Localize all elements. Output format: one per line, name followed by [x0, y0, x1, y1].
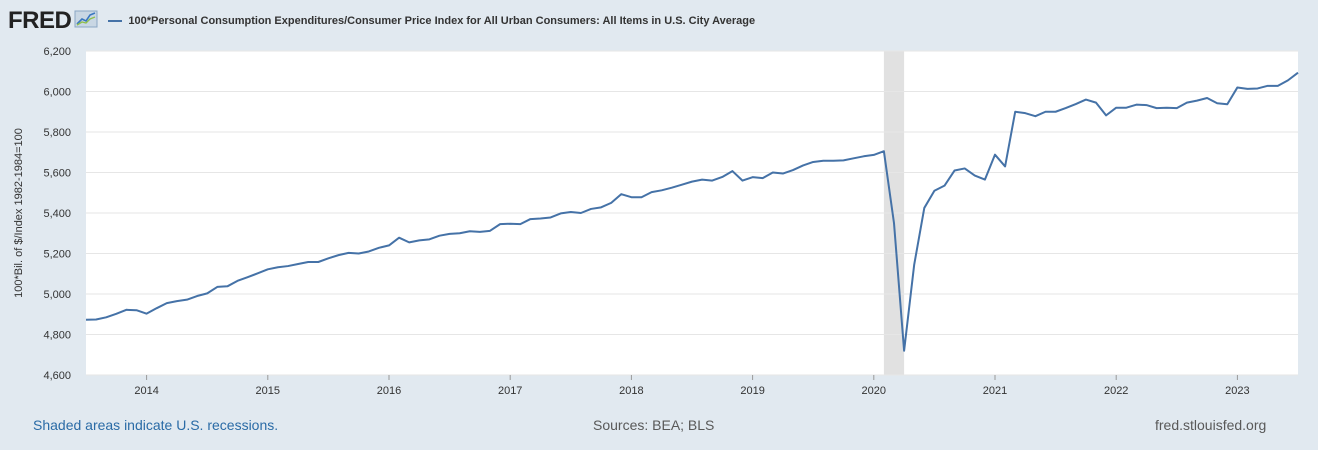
x-tick-label: 2019 [740, 385, 764, 397]
x-tick-label: 2018 [619, 385, 643, 397]
x-tick-label: 2020 [862, 385, 886, 397]
fred-logo[interactable]: FRED [8, 7, 98, 35]
y-tick-label: 6,000 [43, 87, 71, 99]
chart-legend[interactable]: 100*Personal Consumption Expenditures/Co… [108, 15, 755, 27]
x-tick-label: 2014 [134, 385, 158, 397]
chart-header: FRED 100*Personal Consumption Expenditur… [8, 6, 755, 36]
y-axis: 4,600 4,800 5,000 5,200 5,400 5,600 5,800 6,000… [43, 46, 71, 382]
y-tick-label: 4,800 [43, 330, 71, 342]
line-chart[interactable]: 4,600 4,800 5,000 5,200 5,400 5,600 5,800 6,000… [0, 0, 1318, 405]
x-tick-label: 2023 [1225, 385, 1249, 397]
y-tick-label: 5,400 [43, 208, 71, 220]
y-tick-label: 4,600 [43, 370, 71, 382]
x-axis: 2014 2015 2016 2017 2018 2019 2020 2021 2022 2023 [134, 375, 1250, 397]
x-tick-label: 2021 [983, 385, 1007, 397]
legend-swatch [108, 20, 123, 22]
x-tick-label: 2017 [498, 385, 522, 397]
series-layer [85, 71, 1299, 352]
x-tick-label: 2015 [256, 385, 280, 397]
fred-logo-text: FRED [8, 7, 72, 34]
x-tick-label: 2016 [377, 385, 401, 397]
y-axis-label: 100*Bil. of $/Index 1982-1984=100 [13, 128, 25, 298]
y-tick-label: 5,600 [43, 168, 71, 180]
y-tick-label: 5,200 [43, 249, 71, 261]
site-link[interactable]: fred.stlouisfed.org [1155, 417, 1267, 433]
fred-graph-icon [74, 10, 98, 33]
y-tick-label: 5,000 [43, 289, 71, 301]
sources-text: Sources: BEA; BLS [593, 417, 715, 433]
series-line[interactable] [85, 71, 1299, 352]
legend-label: 100*Personal Consumption Expenditures/Co… [128, 15, 756, 27]
gridlines [86, 50, 1298, 376]
y-tick-label: 6,200 [43, 46, 71, 58]
x-tick-label: 2022 [1104, 385, 1128, 397]
y-tick-label: 5,800 [43, 127, 71, 139]
recession-note[interactable]: Shaded areas indicate U.S. recessions. [33, 417, 279, 433]
